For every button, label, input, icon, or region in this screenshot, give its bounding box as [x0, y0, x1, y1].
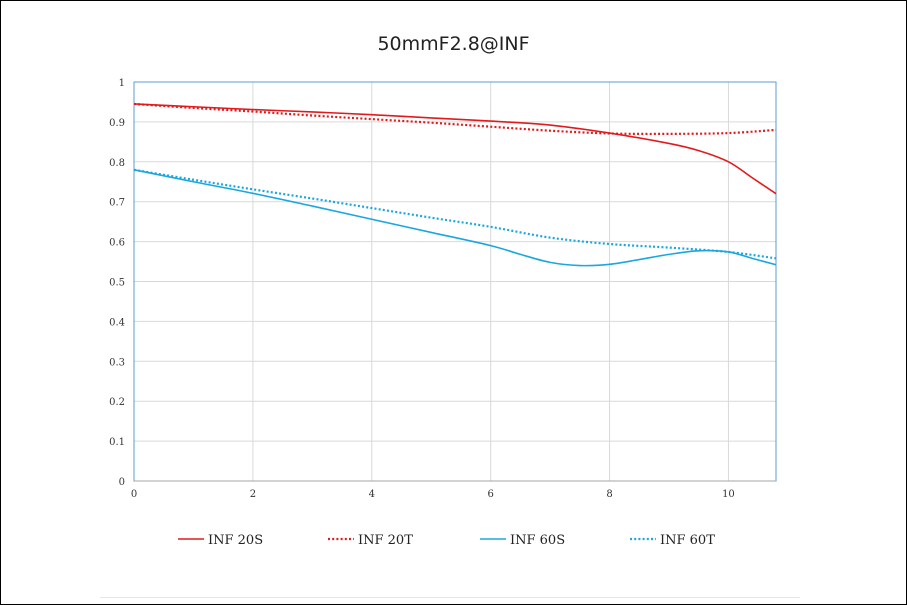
legend-item-2: INF 20T — [328, 533, 413, 548]
y-tick-label: 0.4 — [109, 317, 125, 328]
y-tick-label: 1 — [119, 78, 125, 89]
legend-label: INF 20S — [208, 533, 263, 548]
y-tick-label: 0.1 — [109, 437, 125, 448]
x-axis: 0 2 4 6 8 10 — [131, 480, 776, 500]
y-tick-label: 0.3 — [109, 357, 125, 368]
legend: INF 20S INF 20T INF 60S INF 60T — [178, 533, 715, 548]
legend-item-3: INF 60S — [480, 533, 565, 548]
bottom-divider — [100, 597, 800, 598]
x-tick-label: 6 — [487, 489, 493, 500]
legend-item-4: INF 60T — [630, 533, 715, 548]
y-axis: 0 0.1 0.2 0.3 0.4 0.5 0.6 0.7 0.8 0.9 1 — [109, 78, 125, 488]
y-tick-label: 0.9 — [109, 118, 125, 129]
y-tick-label: 0.6 — [109, 238, 125, 249]
y-tick-label: 0.8 — [109, 158, 125, 169]
chart-title: 50mmF2.8@INF — [377, 33, 530, 55]
y-tick-label: 0.7 — [109, 198, 125, 209]
legend-label: INF 60T — [660, 533, 715, 548]
x-tick-label: 2 — [250, 489, 256, 500]
x-tick-label: 10 — [722, 489, 735, 500]
series-line-4 — [133, 168, 777, 260]
series-lines — [133, 102, 777, 267]
series-line-2 — [133, 102, 777, 136]
legend-label: INF 20T — [358, 533, 413, 548]
y-tick-label: 0.2 — [109, 397, 125, 408]
legend-item-1: INF 20S — [178, 533, 263, 548]
y-tick-label: 0.5 — [109, 278, 125, 289]
y-tick-label: 0 — [119, 477, 125, 488]
legend-label: INF 60S — [510, 533, 565, 548]
x-tick-label: 8 — [606, 489, 612, 500]
x-tick-label: 4 — [369, 489, 375, 500]
series-line-3 — [133, 168, 777, 267]
series-line-1 — [133, 103, 777, 195]
grid-lines — [133, 81, 776, 482]
x-tick-label: 0 — [131, 489, 137, 500]
